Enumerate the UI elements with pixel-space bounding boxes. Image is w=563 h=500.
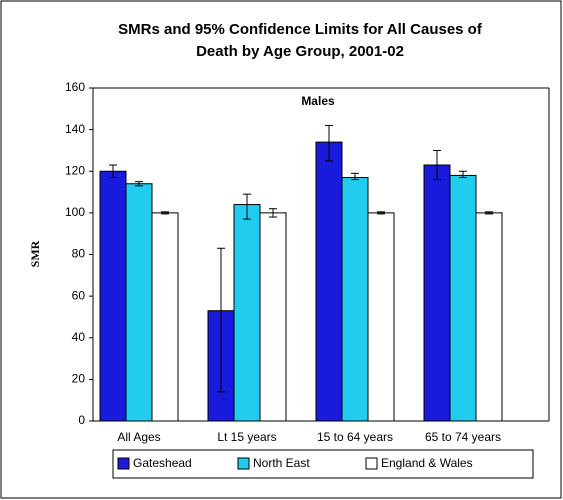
y-tick-label: 60: [72, 288, 86, 302]
bar: [151, 212, 179, 422]
bar: [233, 204, 261, 422]
y-tick-label: 100: [65, 205, 85, 219]
y-tick-label: 20: [72, 372, 86, 386]
y-tick-label: 160: [65, 80, 85, 94]
y-tick-label: 140: [65, 122, 85, 136]
y-tick-label: 40: [72, 330, 86, 344]
bar: [259, 212, 287, 422]
bar: [423, 164, 451, 422]
chart-title: SMRs and 95% Confidence Limits for All C…: [118, 21, 483, 38]
y-tick-label: 120: [65, 163, 85, 177]
bar: [125, 183, 153, 422]
bar: [475, 212, 503, 422]
legend-label: North East: [253, 456, 310, 470]
x-tick-label: 15 to 64 years: [317, 430, 393, 444]
bar: [449, 174, 477, 422]
bar: [341, 176, 369, 422]
y-axis-label: SMR: [28, 240, 42, 267]
y-tick-label: 0: [78, 413, 85, 427]
bar: [315, 141, 343, 422]
y-tick-label: 80: [72, 247, 86, 261]
bar: [99, 170, 127, 422]
x-tick-label: All Ages: [117, 430, 160, 444]
legend-label: England & Wales: [381, 456, 473, 470]
x-tick-label: 65 to 74 years: [425, 430, 501, 444]
legend-box: [112, 449, 534, 479]
legend-swatch: [237, 457, 250, 470]
chart-title: Death by Age Group, 2001-02: [196, 43, 404, 60]
annotation: Males: [301, 94, 335, 108]
legend-swatch: [365, 457, 378, 470]
bar: [367, 212, 395, 422]
legend-swatch: [117, 457, 130, 470]
x-tick-label: Lt 15 years: [217, 430, 276, 444]
legend-label: Gateshead: [133, 456, 192, 470]
